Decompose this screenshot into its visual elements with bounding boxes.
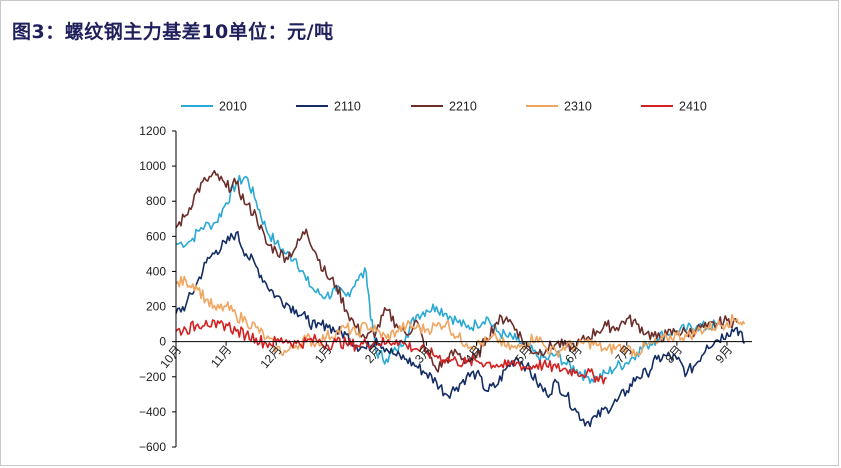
series-line-2410: [175, 319, 607, 385]
y-tick-label: 600: [146, 229, 166, 243]
x-tick-label: 12月: [257, 343, 284, 371]
x-tick-label: 7月: [612, 343, 635, 366]
x-tick-label: 9月: [713, 343, 736, 366]
series-line-2010: [175, 174, 718, 384]
legend-label-2410: 2410: [679, 100, 707, 114]
y-tick-label: −200: [139, 370, 166, 384]
y-tick-label: −600: [139, 440, 166, 454]
x-tick-label: 3月: [412, 343, 435, 366]
legend: 2010 2110 2210 2310 2410: [181, 100, 707, 114]
series-line-2210: [175, 170, 738, 373]
y-tick-label: 400: [146, 264, 166, 278]
y-tick-label: 1200: [139, 124, 166, 138]
legend-label-2310: 2310: [564, 100, 592, 114]
legend-label-2110: 2110: [334, 100, 361, 114]
series-layer: [175, 170, 746, 428]
series-line-2310: [175, 275, 746, 358]
legend-label-2210: 2210: [449, 100, 477, 114]
y-tick-label: −400: [139, 405, 166, 419]
y-tick-label: 800: [146, 194, 166, 208]
series-line-2110: [175, 230, 746, 428]
chart-title: 图3：螺纹钢主力基差10单位：元/吨: [12, 21, 334, 43]
x-tick-label: 11月: [208, 343, 234, 371]
y-tick-label: 1000: [139, 159, 166, 173]
y-tick-label: 0: [159, 335, 166, 349]
y-tick-label: 200: [146, 300, 166, 314]
legend-label-2010: 2010: [219, 100, 247, 114]
